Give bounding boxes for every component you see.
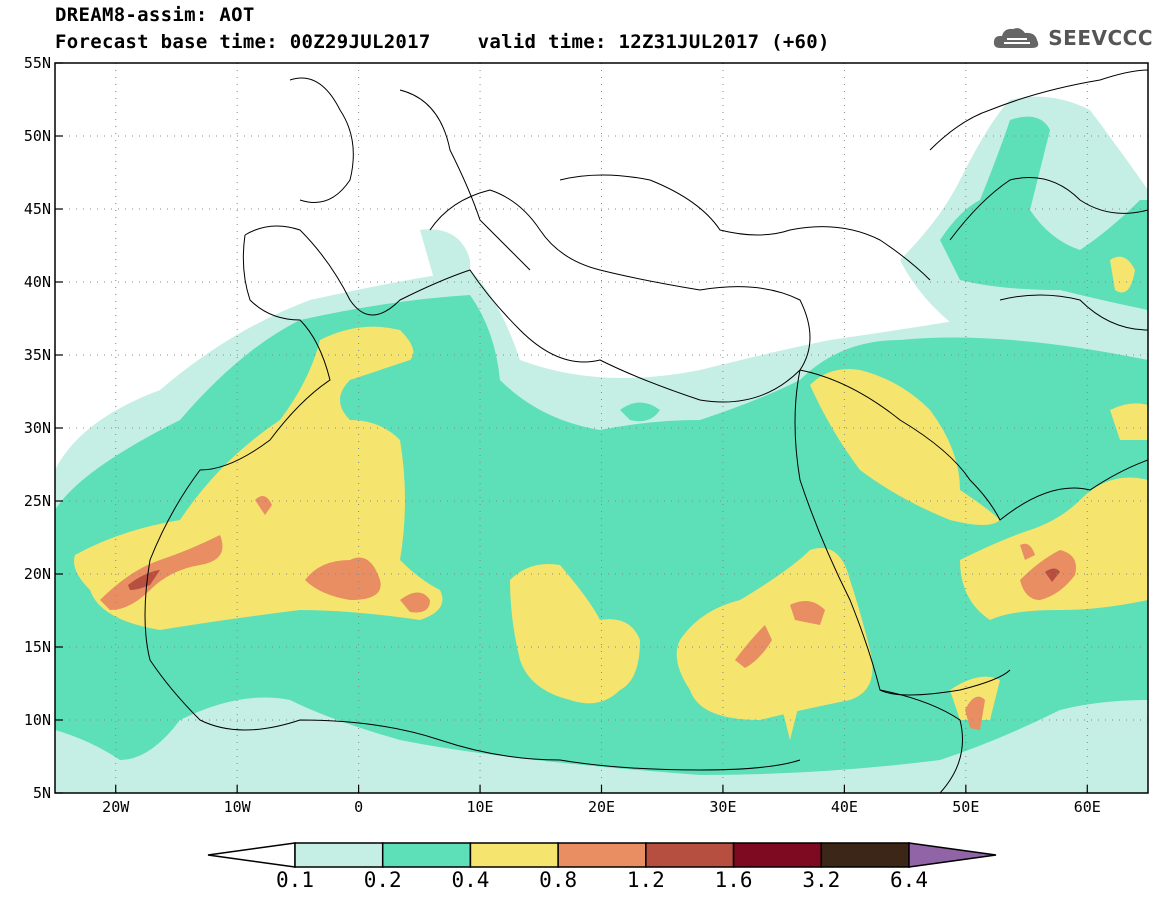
lat-tick-label: 50N (24, 127, 51, 145)
colorbar-swatch (381, 842, 472, 868)
coastlines (144, 69, 1148, 793)
axis-ticks: 20W 10W 0 10E 20E 30E 40E 50E 60E 55N 50N 45N 40N 35N… (24, 54, 1101, 816)
aot-contour-1.2 (128, 568, 1060, 590)
colorbar-swatch (469, 842, 559, 868)
lat-tick-label: 45N (24, 200, 51, 218)
lat-tick-label: 40N (24, 273, 51, 291)
graticule (55, 63, 1148, 793)
aot-field (55, 63, 1148, 793)
lon-tick-label: 40E (831, 798, 858, 816)
lon-tick-label: 10E (467, 798, 494, 816)
forecast-time-line: Forecast base time: 00Z29JUL2017 valid t… (55, 31, 830, 53)
lat-tick-label: 25N (24, 492, 51, 510)
colorbar-swatch (645, 842, 735, 868)
colorbar-label: 0.4 (451, 868, 489, 892)
map-title: DREAM8-assim: AOT (55, 4, 255, 26)
colorbar-swatch (294, 842, 384, 868)
lon-tick-label: 0 (354, 798, 363, 816)
brand-text: SEEVCCC (1048, 26, 1153, 50)
lat-tick-label: 35N (24, 346, 51, 364)
colorbar: 0.1 0.2 0.4 0.8 1.2 1.6 3.2 6.4 (207, 842, 997, 892)
lon-tick-label: 60E (1074, 798, 1101, 816)
cloud-logo-icon (994, 28, 1039, 48)
colorbar-label: 0.2 (364, 868, 402, 892)
colorbar-label: 0.8 (539, 868, 577, 892)
lat-tick-label: 15N (24, 638, 51, 656)
lat-tick-label: 5N (33, 784, 51, 802)
lon-tick-label: 50E (952, 798, 979, 816)
lat-tick-label: 10N (24, 711, 51, 729)
colorbar-label: 0.1 (276, 868, 314, 892)
colorbar-label: 3.2 (802, 868, 840, 892)
colorbar-swatch (820, 842, 910, 868)
lat-tick-label: 30N (24, 419, 51, 437)
colorbar-label: 1.6 (715, 868, 753, 892)
lat-tick-label: 55N (24, 54, 51, 72)
seevccc-logo: SEEVCCC (992, 24, 1153, 52)
lon-tick-label: 20E (588, 798, 615, 816)
colorbar-swatch (557, 842, 647, 868)
colorbar-swatch (732, 842, 823, 868)
lon-tick-label: 10W (224, 798, 252, 816)
lon-tick-label: 30E (709, 798, 736, 816)
colorbar-label: 6.4 (890, 868, 928, 892)
lat-tick-label: 20N (24, 565, 51, 583)
colorbar-label: 1.2 (627, 868, 665, 892)
aot-contour-0.4 (74, 256, 1148, 740)
lon-tick-label: 20W (102, 798, 130, 816)
colorbar-high-arrow (908, 842, 997, 868)
colorbar-low-arrow (207, 842, 296, 868)
